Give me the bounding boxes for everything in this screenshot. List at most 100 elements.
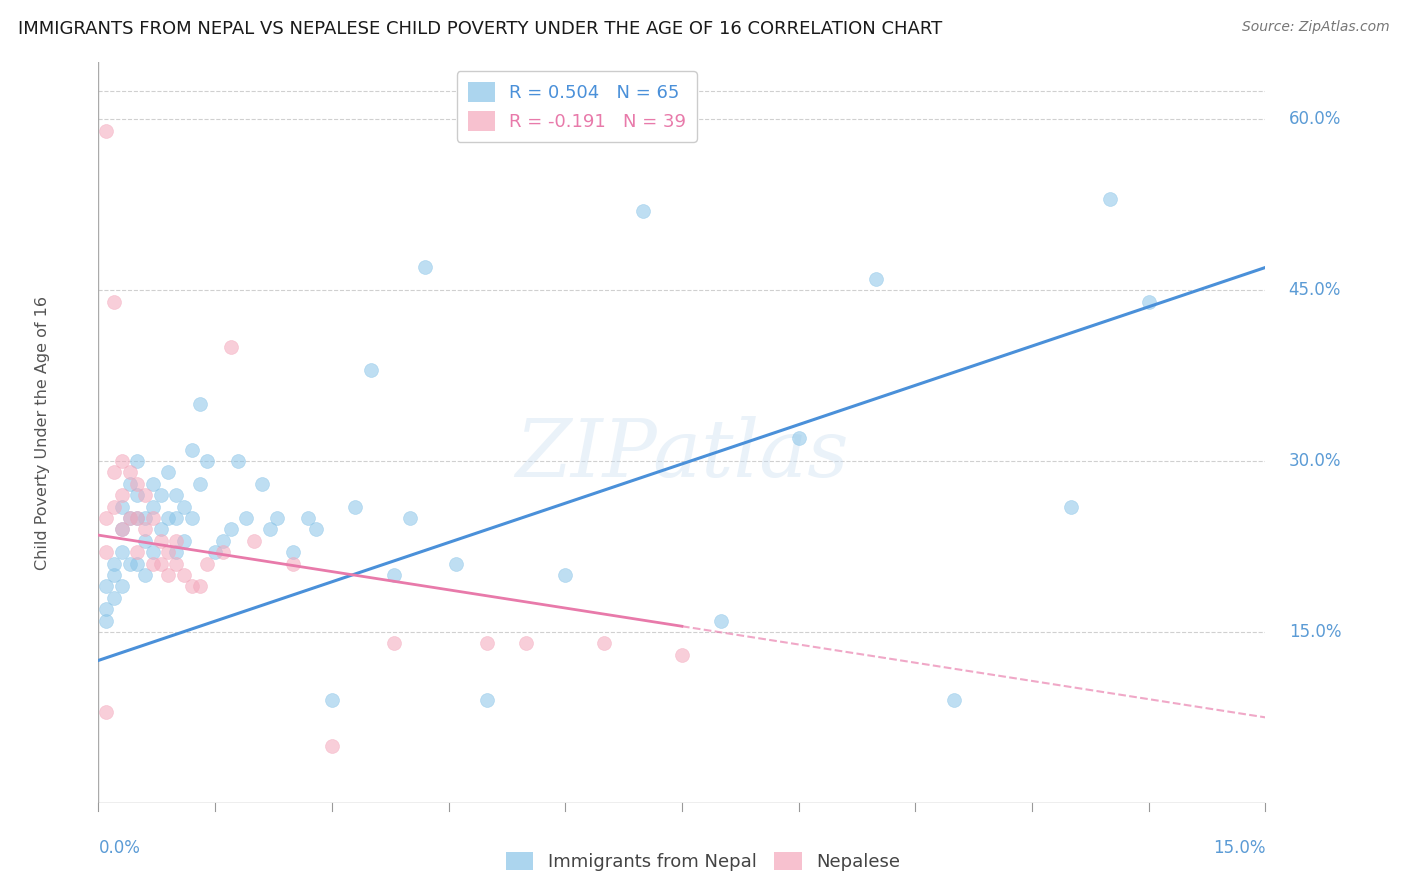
Point [593, 636, 616, 650]
Point [127, 557, 149, 571]
Point [157, 511, 180, 525]
Point [142, 545, 165, 559]
Point [149, 488, 172, 502]
Point [96, 545, 118, 559]
Point [477, 636, 499, 650]
Point [165, 545, 187, 559]
Point [446, 557, 468, 571]
Point [173, 568, 195, 582]
Point [195, 454, 218, 468]
Point [118, 476, 141, 491]
Point [188, 476, 211, 491]
Point [259, 523, 281, 537]
Point [157, 568, 180, 582]
Point [111, 500, 134, 514]
Text: ZIPatlas: ZIPatlas [515, 416, 849, 493]
Point [103, 568, 125, 582]
Point [134, 511, 156, 525]
Point [96, 124, 118, 138]
Point [127, 511, 149, 525]
Text: Child Poverty Under the Age of 16: Child Poverty Under the Age of 16 [35, 295, 49, 570]
Point [382, 568, 405, 582]
Point [142, 557, 165, 571]
Point [111, 523, 134, 537]
Point [127, 511, 149, 525]
Point [127, 545, 149, 559]
Point [111, 454, 134, 468]
Point [149, 557, 172, 571]
Point [103, 500, 125, 514]
Point [118, 511, 141, 525]
Point [297, 511, 319, 525]
Point [103, 591, 125, 605]
Point [118, 557, 141, 571]
Point [671, 648, 693, 662]
Point [96, 511, 118, 525]
Point [195, 557, 218, 571]
Point [477, 693, 499, 707]
Point [398, 511, 420, 525]
Point [321, 693, 343, 707]
Point [134, 568, 156, 582]
Point [111, 488, 134, 502]
Point [413, 260, 436, 275]
Point [344, 500, 367, 514]
Point [142, 476, 165, 491]
Point [134, 488, 156, 502]
Point [188, 579, 211, 593]
Point [103, 557, 125, 571]
Point [235, 511, 257, 525]
Point [96, 579, 118, 593]
Point [142, 511, 165, 525]
Point [1098, 192, 1121, 206]
Point [111, 545, 134, 559]
Point [1137, 294, 1160, 309]
Point [118, 466, 141, 480]
Point [188, 397, 211, 411]
Point [127, 476, 149, 491]
Point [96, 705, 118, 719]
Point [157, 466, 180, 480]
Point [173, 533, 195, 548]
Text: 0.0%: 0.0% [98, 839, 141, 857]
Point [142, 500, 165, 514]
Point [382, 636, 405, 650]
Point [787, 431, 810, 445]
Point [157, 545, 180, 559]
Point [243, 533, 266, 548]
Point [865, 272, 887, 286]
Point [180, 579, 202, 593]
Text: Source: ZipAtlas.com: Source: ZipAtlas.com [1241, 20, 1389, 34]
Point [250, 476, 273, 491]
Text: 15.0%: 15.0% [1289, 623, 1341, 641]
Legend: R = 0.504   N = 65, R = -0.191   N = 39: R = 0.504 N = 65, R = -0.191 N = 39 [457, 71, 697, 142]
Point [111, 579, 134, 593]
Point [180, 511, 202, 525]
Point [321, 739, 343, 753]
Point [631, 203, 654, 218]
Point [96, 614, 118, 628]
Point [281, 557, 304, 571]
Point [127, 454, 149, 468]
Text: 45.0%: 45.0% [1289, 281, 1341, 299]
Point [111, 523, 134, 537]
Point [515, 636, 537, 650]
Point [134, 523, 156, 537]
Point [204, 545, 226, 559]
Point [219, 340, 242, 354]
Point [219, 523, 242, 537]
Point [360, 363, 382, 377]
Text: 60.0%: 60.0% [1289, 111, 1341, 128]
Point [96, 602, 118, 616]
Point [554, 568, 576, 582]
Point [212, 545, 235, 559]
Text: 15.0%: 15.0% [1213, 839, 1265, 857]
Text: 30.0%: 30.0% [1289, 452, 1341, 470]
Point [134, 533, 156, 548]
Point [103, 466, 125, 480]
Point [212, 533, 235, 548]
Point [710, 614, 733, 628]
Point [305, 523, 328, 537]
Point [266, 511, 288, 525]
Point [165, 557, 187, 571]
